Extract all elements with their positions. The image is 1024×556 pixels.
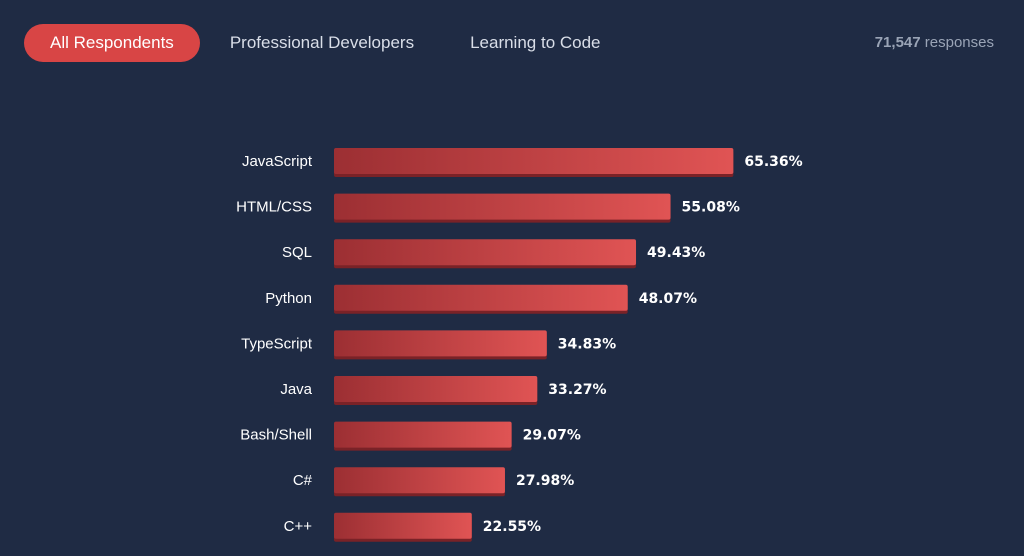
- tab-professional-developers[interactable]: Professional Developers: [229, 33, 415, 52]
- value-label: 34.83%: [558, 336, 616, 352]
- category-label: JavaScript: [242, 153, 313, 170]
- category-label: Bash/Shell: [240, 427, 312, 444]
- bar: [334, 467, 505, 494]
- value-label: 65.36%: [744, 154, 802, 170]
- bar-row: Java 33.27%: [280, 376, 607, 405]
- bar-row: JavaScript 65.36%: [242, 148, 803, 177]
- category-label: TypeScript: [241, 335, 313, 352]
- bar: [334, 376, 538, 402]
- bar-row: Bash/Shell 29.07%: [240, 421, 581, 451]
- bar: [334, 512, 472, 539]
- bar-row: C++ 22.55%: [284, 512, 541, 542]
- bar: [334, 330, 547, 357]
- bar: [334, 193, 671, 220]
- bar-row: SQL 49.43%: [282, 239, 705, 269]
- value-label: 48.07%: [639, 291, 697, 307]
- category-label: Python: [265, 290, 312, 307]
- value-label: 55.08%: [682, 200, 740, 216]
- tab-learning-to-code[interactable]: Learning to Code: [470, 33, 601, 52]
- respondent-tabs: All Respondents Professional Developers …: [24, 24, 601, 62]
- category-label: C#: [293, 472, 313, 489]
- category-label: Java: [280, 381, 312, 398]
- category-label: C++: [284, 518, 313, 535]
- value-label: 33.27%: [548, 382, 606, 398]
- value-label: 27.98%: [516, 473, 574, 489]
- bar-row: Python 48.07%: [265, 284, 697, 314]
- response-count-number: 71,547: [874, 34, 921, 51]
- tab-all-respondents[interactable]: All Respondents: [24, 24, 200, 62]
- response-count-suffix: responses: [924, 34, 994, 51]
- category-label: HTML/CSS: [236, 199, 312, 216]
- value-label: 22.55%: [483, 519, 541, 535]
- value-label: 49.43%: [647, 245, 705, 261]
- bar-row: HTML/CSS 55.08%: [236, 193, 740, 223]
- bar-row: TypeScript 34.83%: [241, 330, 616, 360]
- bar: [334, 421, 512, 448]
- bar: [334, 239, 637, 266]
- response-count: 71,547 responses: [875, 34, 994, 51]
- bar: [334, 284, 628, 311]
- bar-row: C# 27.98%: [293, 467, 574, 497]
- value-label: 29.07%: [523, 428, 581, 444]
- category-label: SQL: [282, 244, 312, 261]
- bar: [334, 148, 734, 174]
